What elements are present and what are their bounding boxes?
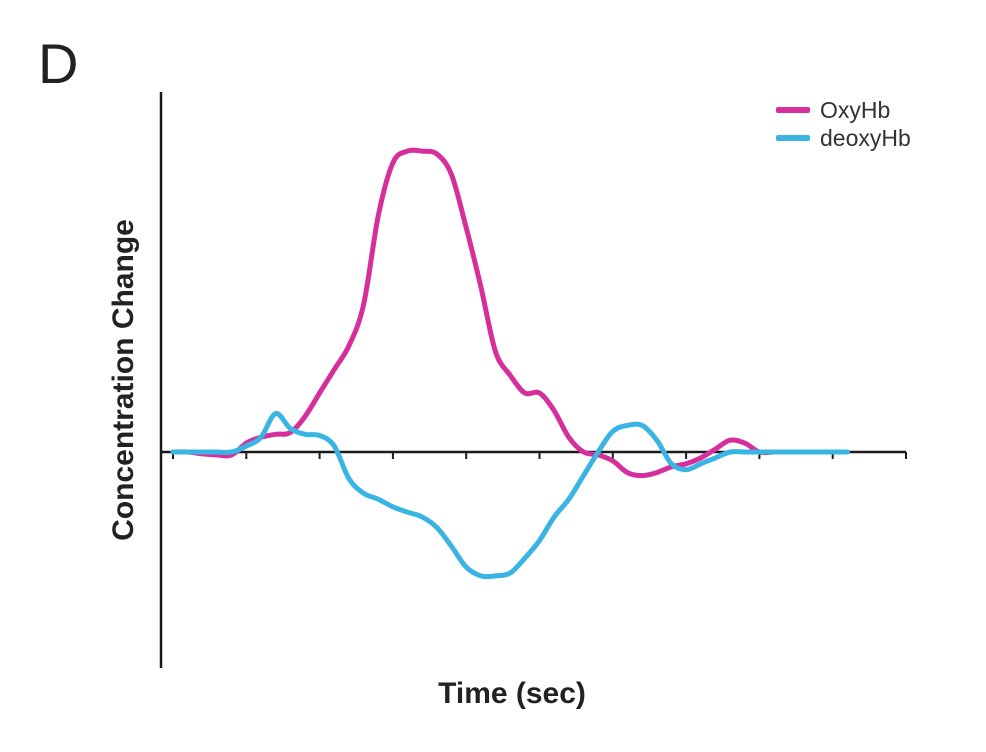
legend-item-oxyhb: OxyHb	[776, 96, 911, 124]
series-layer	[170, 147, 850, 580]
legend-swatch-oxyhb	[776, 107, 810, 113]
legend-label-oxyhb: OxyHb	[820, 96, 891, 123]
series-line-oxyhb	[170, 147, 850, 479]
x-axis-label: Time (sec)	[438, 677, 586, 710]
legend-swatch-deoxyhb	[776, 135, 810, 141]
y-axis-label: Concentration Change	[107, 219, 140, 541]
panel-letter: D	[38, 32, 79, 95]
legend-item-deoxyhb: deoxyHb	[776, 124, 911, 152]
series-line-deoxyhb	[170, 411, 850, 580]
legend: OxyHb deoxyHb	[776, 96, 911, 152]
legend-label-deoxyhb: deoxyHb	[820, 124, 911, 151]
